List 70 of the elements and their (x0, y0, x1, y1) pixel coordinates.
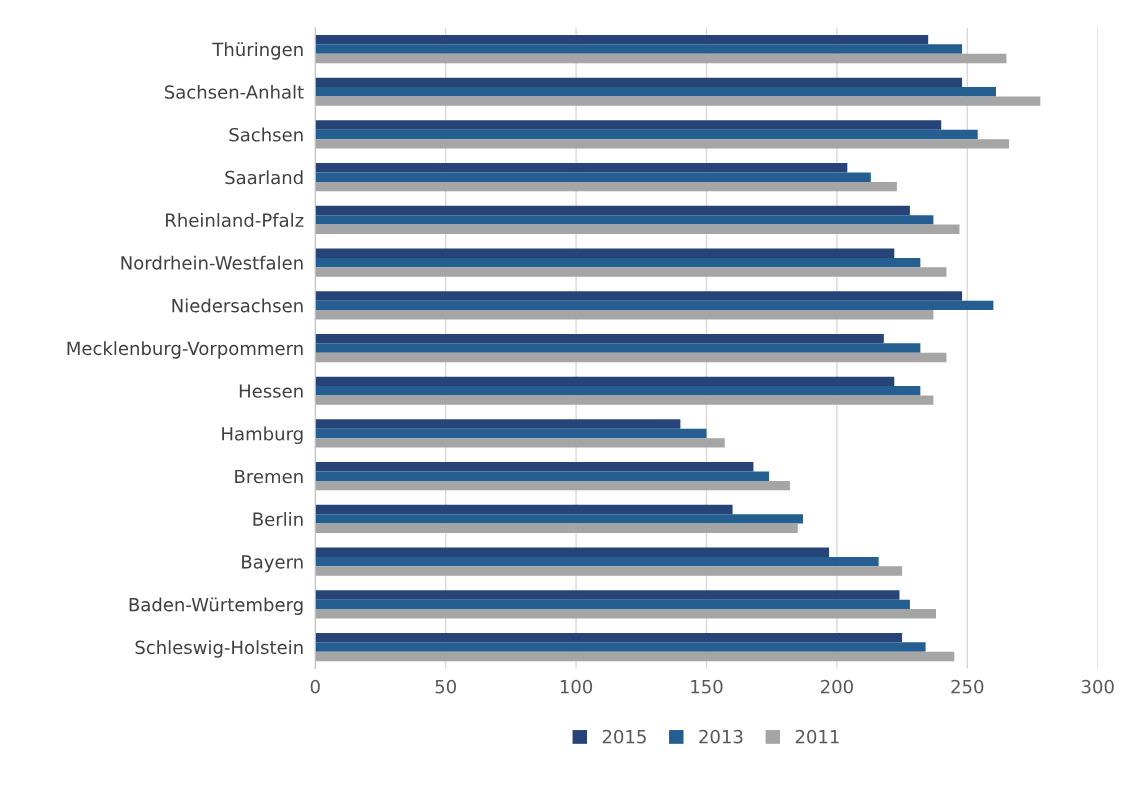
bar (315, 642, 926, 652)
bar (315, 395, 934, 405)
y-tick-label: Niedersachsen (172, 298, 303, 313)
bar (315, 77, 963, 88)
x-tick-label: 250 (951, 679, 984, 694)
bar (315, 310, 934, 320)
x-tick-label: 50 (435, 679, 456, 694)
x-tick-label: 0 (310, 679, 320, 694)
y-tick-label: Thüringen (212, 42, 303, 60)
legend-label: 2011 (795, 729, 839, 744)
bar (315, 291, 963, 301)
y-tick-label: Berlin (253, 512, 303, 527)
bar (315, 590, 900, 600)
bar (315, 300, 994, 311)
bar (315, 609, 936, 619)
x-tick-label: 200 (820, 679, 853, 694)
bar (315, 523, 798, 533)
y-tick-label: Bremen (235, 469, 303, 484)
bar (315, 34, 929, 45)
y-tick-label: Saarland (225, 170, 303, 185)
bar (315, 352, 947, 363)
legend-label: 2013 (699, 729, 743, 744)
bar (315, 386, 921, 396)
y-tick-label: Bayern (242, 555, 303, 573)
y-tick-label: Rheinland-Pfalz (166, 213, 304, 228)
y-tick-label: Nordrhein-Westfalen (121, 255, 303, 270)
bar (315, 438, 725, 448)
y-tick-label: Schleswig-Holstein (135, 640, 303, 658)
bar (315, 172, 871, 182)
bar (315, 547, 830, 557)
bar (315, 53, 1007, 64)
bar (315, 556, 879, 567)
bar (315, 120, 942, 130)
bar (315, 632, 903, 643)
bar (315, 224, 960, 234)
bar (315, 257, 921, 268)
bar (315, 471, 770, 481)
bar (315, 504, 733, 515)
bar (315, 205, 910, 216)
bar (315, 44, 963, 54)
x-tick-label: 150 (691, 679, 723, 694)
bar (315, 428, 707, 439)
bar (315, 462, 754, 472)
bar (315, 419, 681, 429)
bar (315, 376, 895, 387)
bar (315, 514, 803, 524)
bar (315, 248, 895, 258)
y-tick-label: Hessen (239, 384, 303, 398)
legend-label: 2015 (602, 729, 646, 744)
bar (315, 129, 978, 140)
y-tick-label: Baden-Würtemberg (129, 597, 303, 615)
x-tick-label: 300 (1081, 679, 1114, 694)
bar (315, 267, 947, 277)
bar (315, 651, 955, 662)
y-tick-label: Mecklenburg-Vorpommern (67, 341, 303, 359)
bar (315, 480, 790, 491)
x-tick-label: 100 (560, 679, 593, 694)
bar (315, 333, 884, 344)
bar (315, 599, 910, 610)
bar (315, 566, 903, 576)
y-tick-label: Hamburg (222, 426, 303, 445)
y-tick-label: Sachsen (229, 127, 303, 142)
y-tick-label: Sachsen-Anhalt (164, 84, 304, 99)
bar (315, 87, 996, 97)
bar (315, 96, 1041, 106)
bar (315, 215, 934, 225)
bar (315, 343, 921, 353)
bar (315, 181, 897, 192)
bar (315, 163, 848, 173)
bar (315, 139, 1010, 149)
